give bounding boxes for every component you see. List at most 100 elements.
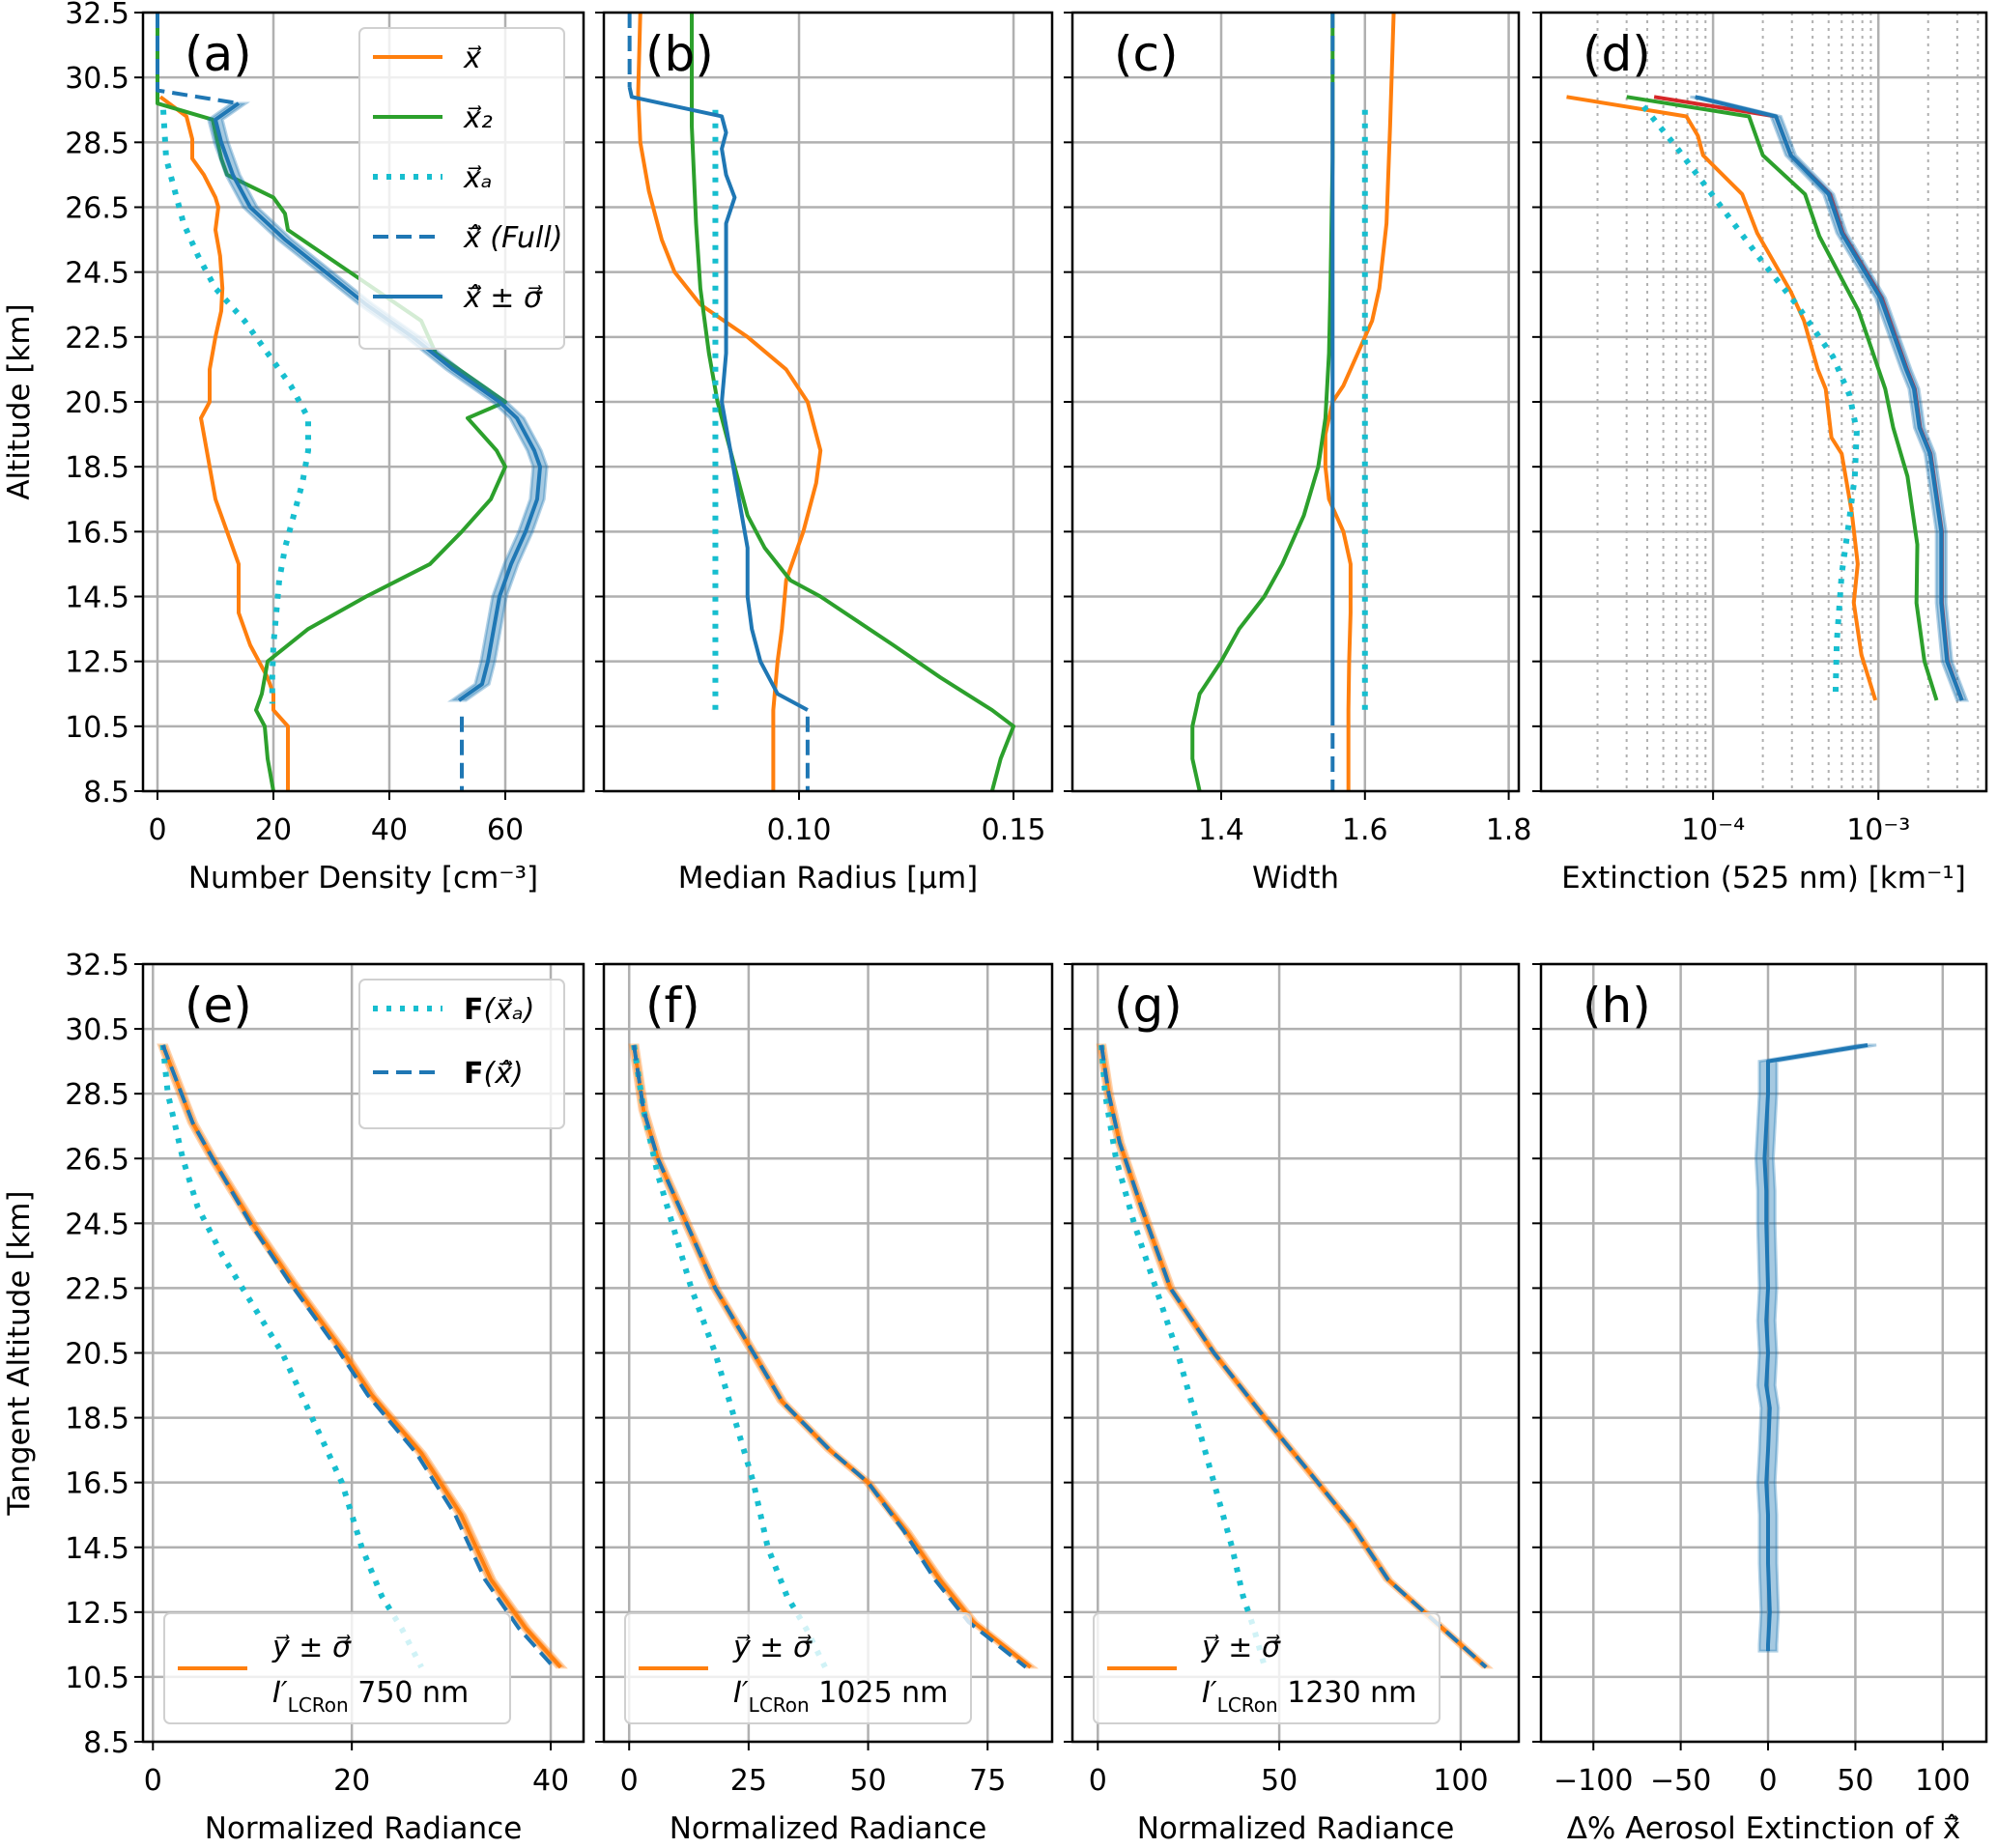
x-tick-label: 60 [487,813,524,847]
legend-label-instrument: I′LCRon 1025 nm [733,1676,948,1717]
legend-label: y⃗ ± σ⃗ [271,1631,352,1664]
axes-frame [141,962,585,1744]
instrument-symbol: I′ [733,1676,749,1710]
legend-box [1093,1612,1441,1724]
legend-label: x̂⃗ ± σ⃗ [463,281,543,315]
panel-label: (g) [1114,978,1183,1034]
instrument-wavelength: 1025 nm [810,1676,949,1710]
series-line-x_hat_pm_sigma [1695,95,1964,701]
axes-frame [1539,962,1988,1744]
x-axis-label: Normalized Radiance [1137,1811,1455,1846]
x-tick-label: 0.15 [982,813,1046,847]
y-tick-label: 24.5 [65,257,129,291]
panel-label: (d) [1583,26,1651,82]
x-tick-label: 0 [148,813,166,847]
y-tick-label: 10.5 [65,1662,129,1695]
x-tick-label: 20 [333,1764,370,1798]
legend-label-text: x̂⃗ (Full) [463,221,562,255]
x-tick-label: 100 [1433,1764,1488,1798]
x-tick-label: 25 [730,1764,767,1798]
legend-lower: y⃗ ± σ⃗ I′LCRon 750 nm [163,1612,511,1724]
series-line-x_hat_pm_sigma [214,101,542,702]
series-line-F_xa [1098,1044,1268,1668]
x-tick-label: 100 [1915,1764,1970,1798]
series-line-F_xhat [160,1044,556,1669]
legend-box [358,979,565,1129]
y-tick-label: 8.5 [83,776,129,810]
legend-label-text: (x⃗ₐ) [484,993,535,1027]
instrument-symbol: I′ [272,1676,288,1710]
series-line-x2 [1626,95,1939,701]
y-tick-label: 12.5 [65,1597,129,1631]
uncertainty-band-x_hat_pm_sigma [1690,95,1969,702]
legend: x⃗ x⃗₂ x⃗ₐ x̂⃗ (Full) x̂⃗ ± σ⃗ [358,27,565,350]
panel-label: (h) [1583,978,1651,1034]
x-axis-label: Normalized Radiance [670,1811,987,1846]
x-axis-label: Width [1252,861,1339,896]
series-line-x [1566,95,1878,701]
axes-frame [602,11,1054,793]
x-tick-label: 20 [255,813,292,847]
y-axis-label: Altitude [km] [2,303,37,499]
x-tick-label: 0 [1089,1764,1107,1798]
panel-a: 8.5 10.5 12.5 14.5 16.5 18.5 20.5 22.5 24.5 26.5 2… [2,0,585,896]
series-line-F_xhat [632,1044,1028,1669]
x-axis-label: Extinction (525 nm) [km⁻¹] [1561,861,1966,896]
series-line-F_xa [631,1044,828,1669]
panel-d: 10⁻⁴ 10⁻³ (d) Extinction (525 nm) [km⁻¹] [1532,11,1988,896]
x-axis-label: Median Radius [µm] [678,861,979,896]
legend-label-instrument: I′LCRon 750 nm [272,1676,469,1717]
series-line-x [636,12,823,791]
series-line-delta_pct [1762,1042,1869,1652]
instrument-wavelength: 750 nm [349,1676,470,1710]
legend-label-text: x⃗ [463,42,482,75]
x-tick-label: 0 [1758,1764,1777,1798]
x-tick-label: 0.10 [767,813,832,847]
legend-label: y⃗ ± σ⃗ [732,1631,813,1664]
series-line-x_hat_pm_sigma [627,86,809,712]
axes-frame [1070,11,1521,793]
x-tick-label: 0 [620,1764,639,1798]
y-tick-label: 28.5 [65,127,129,160]
legend-label: x̂⃗ (Full) [463,221,562,255]
x-tick-label: 1.4 [1198,813,1244,847]
legend-label: F(x̂⃗) [464,1057,524,1091]
x-tick-label: −50 [1650,1764,1711,1798]
panel-c: 1.4 1.6 1.8 (c) Width [1064,11,1531,896]
x-tick-label: 10⁻³ [1846,813,1910,847]
y-tick-label: 18.5 [65,451,129,485]
legend-box [624,1612,972,1724]
legend-label-text: x⃗ₐ [463,161,493,195]
legend-label: x⃗₂ [463,101,493,135]
series-line-x2 [1190,13,1335,792]
legend-label-text: x⃗₂ [463,101,493,135]
panel-f: 0 25 50 75 (f) Normalized Radiance y⃗ ± σ⃗ I′LC… [595,962,1054,1846]
series-line-x_hat_full [156,13,240,106]
x-tick-label: 40 [371,813,408,847]
instrument-symbol: I′ [1202,1676,1217,1710]
y-tick-label: 16.5 [65,1467,129,1501]
y-tick-label: 18.5 [65,1403,129,1436]
x-tick-label: 75 [969,1764,1006,1798]
y-tick-label: 24.5 [65,1208,129,1241]
x-tick-label: 10⁻⁴ [1681,813,1745,847]
legend-lower: y⃗ ± σ⃗ I′LCRon 1230 nm [1093,1612,1441,1724]
x-tick-label: 0 [144,1764,162,1798]
y-tick-label: 20.5 [65,386,129,420]
legend-label-bold: F [464,993,484,1027]
y-tick-label: 26.5 [65,192,129,226]
y-tick-label: 14.5 [65,582,129,615]
y-tick-label: 12.5 [65,646,129,680]
panel-label: (a) [185,26,252,82]
axes-frame [141,11,585,793]
x-tick-label: 50 [1837,1764,1873,1798]
uncertainty-band-y_pm_sigma [628,1043,1040,1669]
panel-g: 0 50 100 (g) Normalized Radiance y⃗ ± σ⃗ I′LCR… [1064,962,1521,1846]
x-tick-label: 1.6 [1342,813,1388,847]
legend: F(x⃗ₐ) F(x̂⃗) [358,979,565,1129]
legend-label: x⃗ₐ [463,161,493,195]
panel-label: (f) [645,978,700,1034]
y-tick-label: 22.5 [65,322,129,355]
x-tick-label: 40 [532,1764,569,1798]
